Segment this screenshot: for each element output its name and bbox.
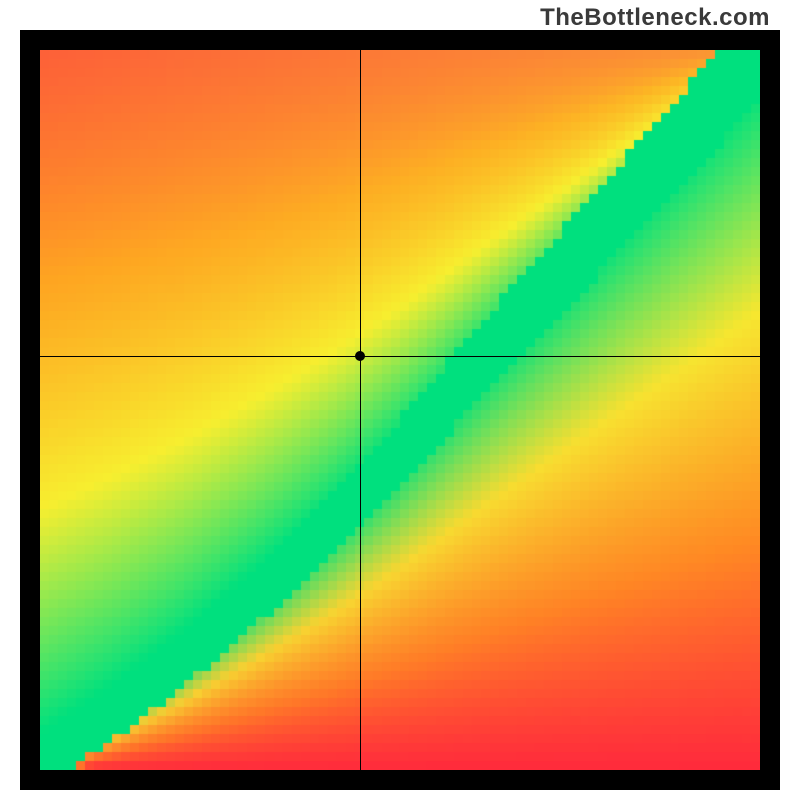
- watermark-text: TheBottleneck.com: [540, 4, 770, 32]
- chart-frame: [20, 30, 780, 790]
- page-root: TheBottleneck.com: [0, 0, 800, 800]
- chart-plot-area: [40, 50, 760, 770]
- heatmap-canvas: [40, 50, 760, 770]
